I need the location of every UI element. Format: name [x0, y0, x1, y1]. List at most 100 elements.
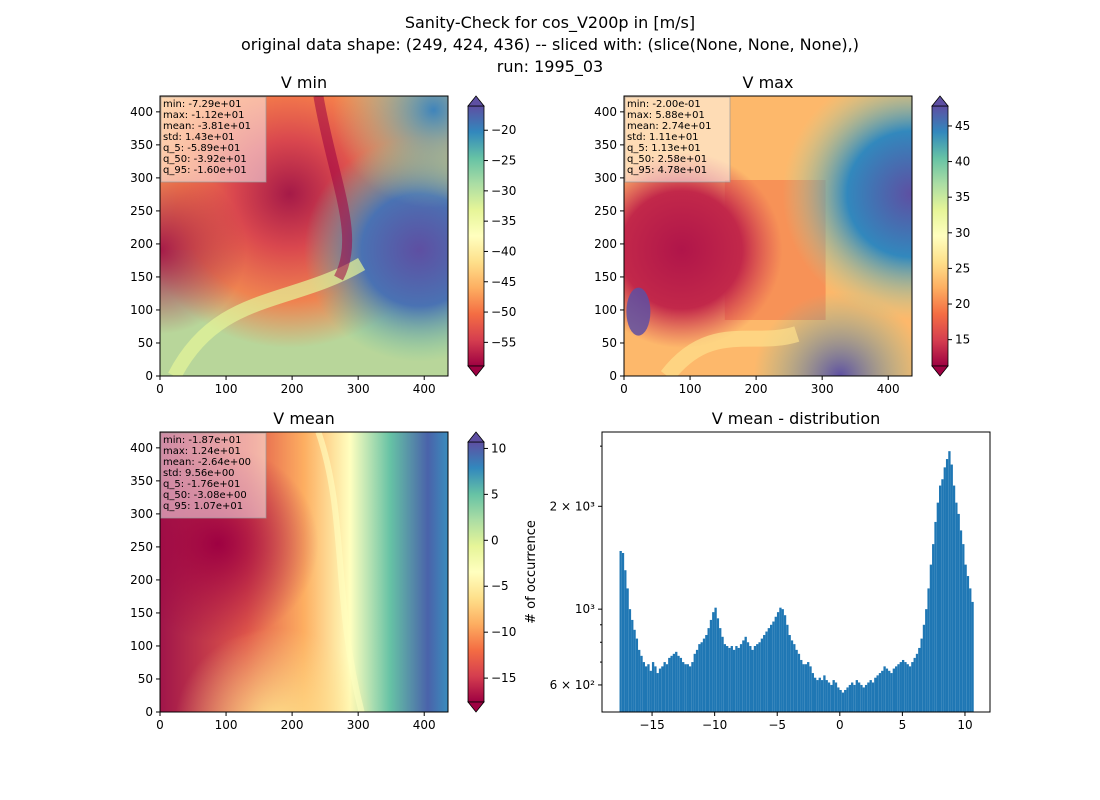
stats-line: q_5: -1.76e+01 [163, 479, 240, 490]
field-jet [313, 96, 353, 281]
histogram-bar [772, 621, 775, 712]
x-tick-label: 300 [811, 382, 834, 396]
histogram-bar [943, 467, 946, 712]
histogram-bar [934, 521, 937, 712]
x-tick-label: 5 [899, 718, 907, 732]
histogram-bar [695, 649, 699, 712]
histogram-bar [959, 530, 963, 712]
x-tick-label: 10 [957, 718, 972, 732]
histogram-bar [737, 647, 740, 712]
histogram-bar [716, 618, 720, 712]
histogram-bar [955, 502, 958, 712]
histogram-bar [841, 692, 845, 712]
histogram-bar [832, 680, 835, 712]
histogram-bar [939, 485, 942, 712]
histogram-bar [929, 564, 933, 712]
histogram-bar [897, 664, 900, 712]
y-tick-label: 250 [130, 540, 153, 554]
histogram-bar [846, 687, 849, 712]
x-tick-label: 0 [156, 718, 164, 732]
y-tick-label: 350 [594, 138, 617, 152]
stats-line: q_95: 4.78e+01 [627, 165, 707, 176]
histogram-bar [707, 628, 710, 712]
histogram-bar [874, 677, 877, 712]
histogram-bar [783, 615, 787, 712]
histogram-bar [800, 659, 803, 712]
histogram-bar [908, 666, 912, 712]
x-tick-label: 0 [620, 382, 628, 396]
y-tick-label: 0 [609, 369, 617, 383]
stats-box [624, 96, 731, 183]
colorbar-extend-min [931, 365, 949, 377]
histogram-bar [901, 659, 905, 712]
histogram-bar [793, 644, 796, 712]
colorbar-tick-label: −15 [491, 671, 516, 685]
axes-frame [159, 95, 449, 377]
histogram-bar [950, 464, 953, 712]
histogram-bar [656, 673, 659, 712]
histogram-bar [904, 662, 907, 712]
histogram-bar [619, 550, 622, 712]
stats-line: std: 1.11e+01 [627, 132, 699, 143]
histogram-bar [758, 642, 761, 712]
y-tick-label: 300 [130, 507, 153, 521]
histogram-bar [813, 677, 817, 712]
histogram-bar [825, 680, 828, 712]
histogram-bar [864, 684, 868, 712]
colorbar-tick-label: 45 [955, 119, 970, 133]
y-tick-label: 250 [130, 204, 153, 218]
histogram-bar [871, 682, 875, 712]
x-tick-label: 400 [877, 382, 900, 396]
histogram-bar [760, 638, 764, 712]
histogram-bar [719, 628, 722, 712]
histogram-bar [688, 666, 692, 712]
histogram-bar [807, 662, 810, 712]
histogram-bar [890, 673, 893, 712]
histogram-bar [751, 649, 754, 712]
field-blob [626, 287, 651, 336]
y-tick-label: 300 [130, 171, 153, 185]
histogram-bar [885, 668, 889, 712]
histogram-bar [723, 644, 727, 712]
histogram-bar [739, 644, 743, 712]
histogram-bar [830, 684, 833, 712]
histogram-bar [702, 638, 706, 712]
histogram-bar [878, 673, 882, 712]
colorbar-tick-label: 15 [955, 333, 970, 347]
x-tick-label: −10 [702, 718, 727, 732]
histogram-bar [853, 684, 856, 712]
y-tick-label: 350 [130, 474, 153, 488]
y-tick-label: 400 [130, 441, 153, 455]
histogram-bar [749, 646, 752, 712]
colorbar-tick-label: −5 [491, 579, 509, 593]
colorbar-extend-min [467, 365, 485, 377]
colorbar-tick-label: 35 [955, 190, 970, 204]
stats-line: max: -1.12e+01 [163, 110, 244, 121]
histogram-bar [862, 687, 865, 712]
histogram-bar [781, 609, 784, 712]
y-tick-label: 100 [594, 303, 617, 317]
histogram-bar [668, 657, 671, 712]
histogram-bar [941, 479, 944, 712]
stats-box [160, 96, 267, 183]
colorbar-tick-label: −45 [491, 275, 516, 289]
y-tick-label: 150 [130, 606, 153, 620]
histogram-bar [658, 668, 662, 712]
stats-line: q_50: 2.58e+01 [627, 154, 707, 165]
histogram-bar [797, 653, 801, 712]
x-tick-label: −15 [639, 718, 664, 732]
histogram-bar [682, 662, 685, 712]
stats-line: q_95: 1.07e+01 [163, 501, 243, 512]
histogram-bar [839, 689, 842, 712]
histogram-bar [642, 662, 645, 712]
colorbar-extend-max [467, 95, 485, 107]
histogram-bar [964, 564, 967, 712]
x-tick-label: 100 [215, 382, 238, 396]
histogram-bar [679, 657, 683, 712]
histogram-bar [869, 680, 872, 712]
histogram-bar [888, 670, 891, 712]
histogram-bar [971, 601, 974, 712]
histogram-bar [809, 666, 812, 712]
histogram-bar [677, 655, 680, 712]
